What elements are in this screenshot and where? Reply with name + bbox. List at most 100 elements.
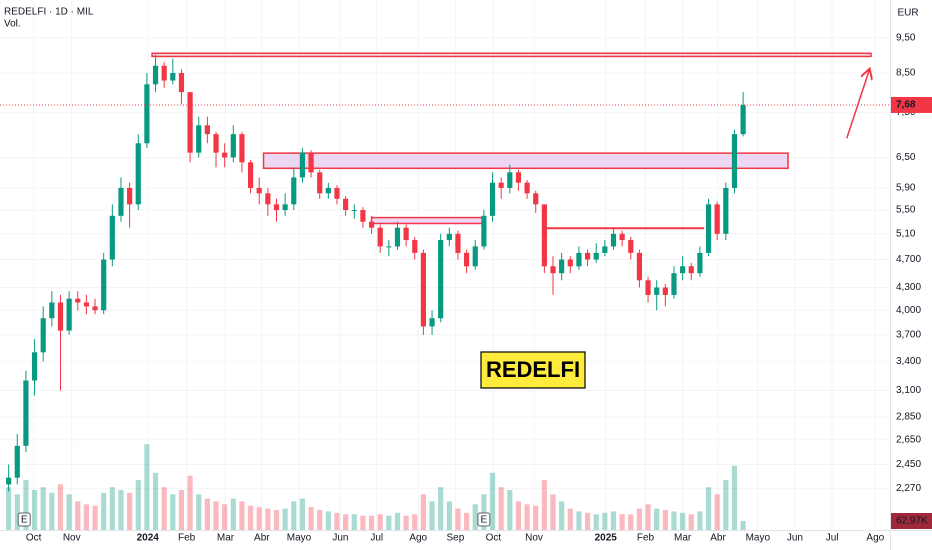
y-tick-label: 5,10	[896, 228, 916, 239]
candle-body	[731, 134, 738, 188]
volume-bar	[705, 487, 712, 530]
volume-bar	[671, 511, 677, 530]
candle-body	[222, 152, 228, 158]
currency[interactable]: EUR	[897, 8, 918, 19]
candle-body	[343, 198, 349, 211]
volume-bar	[14, 494, 20, 530]
y-tick-label: 8,50	[896, 68, 916, 79]
event-label: E	[481, 515, 488, 526]
volume-bar	[731, 465, 738, 530]
volume-bar	[308, 507, 314, 530]
y-tick-label: 3,100	[896, 385, 921, 396]
x-tick-label: 2025	[595, 533, 618, 544]
volume-bar	[57, 484, 64, 530]
volume-bar	[403, 515, 409, 530]
volume-bar	[714, 494, 720, 530]
candle-body	[723, 187, 729, 234]
volume-bar	[265, 508, 271, 530]
y-tick-label: 2,270	[896, 483, 921, 494]
volume-bar	[118, 490, 124, 530]
volume-bar	[273, 510, 280, 530]
candle-body	[472, 246, 478, 267]
volume-bar	[161, 487, 167, 530]
annotation-box	[480, 351, 586, 389]
y-tick-label: 4,300	[896, 282, 921, 293]
volume-bar	[144, 444, 150, 530]
candle-body	[265, 193, 271, 205]
volume-bar	[66, 494, 72, 530]
last-volume-tag	[891, 513, 932, 530]
candle-body	[66, 298, 72, 331]
candle-body	[550, 266, 556, 274]
candle-body	[135, 143, 141, 205]
x-tick-label: Ago	[409, 533, 427, 544]
candle-body	[619, 233, 625, 241]
x-tick-label: Ago	[866, 533, 884, 544]
x-tick-label: Nov	[525, 533, 543, 544]
candle-body	[636, 252, 643, 281]
candle-body	[57, 302, 64, 331]
y-tick-label: 2,650	[896, 434, 921, 445]
candle-body	[507, 172, 513, 188]
volume-bar	[723, 480, 729, 530]
volume-bar	[412, 514, 418, 530]
volume-bar	[541, 480, 547, 530]
candle-body	[584, 252, 591, 260]
volume-bar	[247, 505, 254, 530]
candle-body	[705, 204, 712, 253]
candle-body	[368, 221, 375, 228]
volume-bar	[256, 507, 262, 530]
y-tick-label: 4,700	[896, 254, 921, 265]
annotation: REDELFI	[486, 357, 580, 382]
candle-body	[498, 182, 504, 188]
volume-bar	[628, 514, 634, 530]
volume-bar	[394, 512, 401, 530]
volume-bar	[533, 505, 539, 530]
x-tick-label: Jul	[826, 533, 839, 544]
candle-body	[420, 252, 426, 327]
y-tick-label: 9,50	[896, 33, 916, 44]
y-tick-label: 3,400	[896, 356, 921, 367]
x-tick-label: Mayo	[746, 533, 771, 544]
candle-body	[49, 302, 55, 319]
volume-bar	[489, 472, 496, 530]
candle-body	[317, 172, 323, 194]
x-tick-label: Oct	[486, 533, 502, 544]
volume-bar	[654, 508, 660, 530]
volume-bar	[299, 498, 306, 530]
x-tick-label: Mar	[217, 533, 235, 544]
x-tick-label: Abr	[710, 533, 726, 544]
volume-bar	[152, 472, 159, 530]
x-tick-label: Jul	[370, 533, 383, 544]
candle-body	[645, 280, 651, 295]
y-tick-label: 2,850	[896, 412, 921, 423]
volume-bar	[645, 504, 651, 530]
x-tick-label: Jun	[332, 533, 348, 544]
volume-bar	[602, 512, 608, 530]
volume-bar	[515, 501, 522, 530]
y-tick-label: 4,000	[896, 305, 921, 316]
candle-body	[654, 287, 660, 295]
volume-bar	[472, 504, 478, 530]
volume-bar	[662, 510, 668, 530]
volume-bar	[92, 505, 98, 530]
candle-body	[75, 298, 81, 303]
candle-body	[524, 182, 530, 194]
candle-body	[455, 233, 461, 253]
candle-body	[429, 318, 435, 327]
candle-body	[14, 445, 20, 478]
candle-body	[6, 477, 12, 485]
volume-bar	[636, 508, 643, 530]
candle-body	[239, 134, 245, 163]
event-marker	[477, 512, 491, 527]
candle-body	[152, 65, 159, 85]
candle-body	[714, 204, 720, 234]
candle-body	[567, 259, 573, 267]
candle-body	[101, 259, 107, 311]
candle-body	[187, 92, 193, 153]
volume-bar	[170, 494, 176, 530]
candle-body	[161, 65, 167, 81]
last-price-label: 7,68	[896, 100, 916, 111]
